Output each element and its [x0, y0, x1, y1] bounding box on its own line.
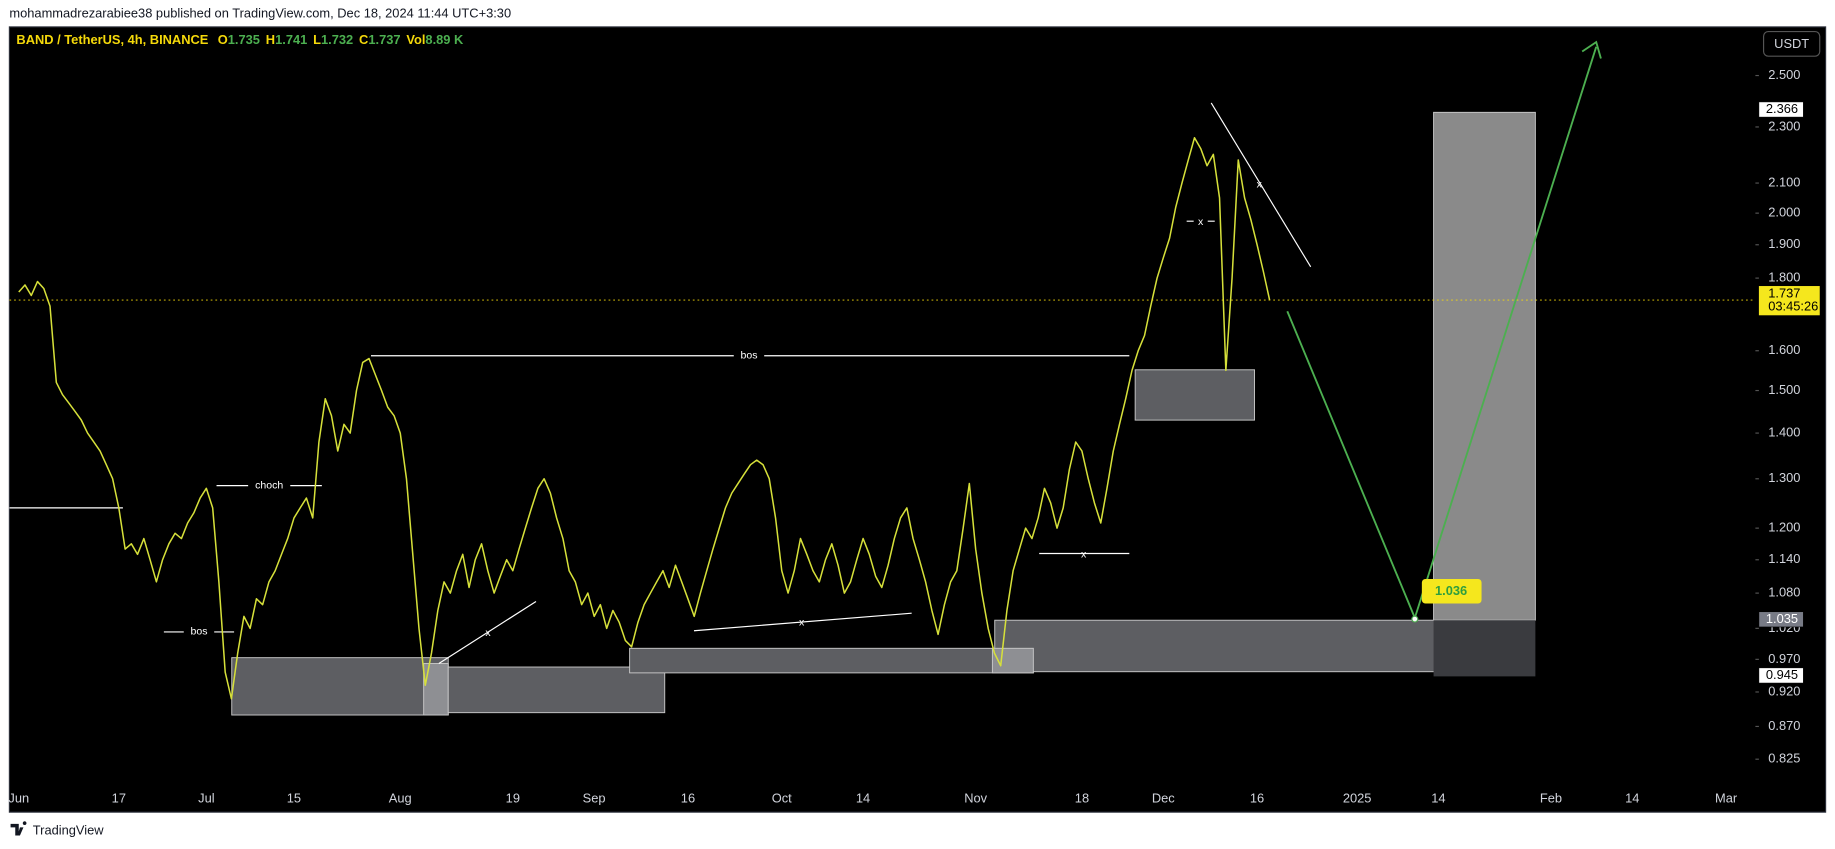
y-tick-label: 2.000 — [1768, 205, 1800, 220]
currency-button[interactable] — [1762, 31, 1821, 57]
legend-field-value: 1.732 — [321, 32, 353, 47]
projection-arrow — [1286, 310, 1416, 619]
target-dot — [1411, 615, 1419, 623]
y-tick-label: 1.900 — [1768, 236, 1800, 251]
zone-box — [991, 647, 1034, 674]
legend-field-label: Vol — [406, 32, 425, 47]
x-tick-label: 14 — [1625, 791, 1639, 806]
price-label: 2.366 — [1766, 101, 1798, 116]
y-tick-label: 2.100 — [1768, 174, 1800, 189]
drawings: choch bos bos x x x x x — [9, 102, 1536, 716]
price-label-box — [1758, 667, 1804, 684]
x-tick-label: 16 — [1250, 791, 1264, 806]
zone-box — [1134, 369, 1255, 421]
last-price-label: 1.737 — [1768, 286, 1800, 301]
price-line — [18, 136, 1271, 700]
x-tick-label: 15 — [287, 791, 301, 806]
label-bg — [733, 348, 765, 363]
trend-line — [1210, 102, 1312, 268]
x-tick-label: Jul — [198, 791, 214, 806]
y-tick-label: 0.825 — [1768, 751, 1800, 766]
footer-brand: TradingView — [33, 822, 104, 837]
trend-line — [693, 612, 912, 632]
x-tick-label: Feb — [1540, 791, 1562, 806]
legend-field-value: 1.737 — [368, 32, 400, 47]
legend-field-label: H — [266, 32, 275, 47]
last-price-box — [1758, 286, 1820, 316]
zone-box — [447, 666, 666, 714]
label-bg — [183, 624, 215, 639]
x-tick-label: 18 — [1075, 791, 1089, 806]
y-tick-label: 0.870 — [1768, 718, 1800, 733]
y-tick-label: 1.400 — [1768, 424, 1800, 439]
y-tick-label: 0.970 — [1768, 651, 1800, 666]
x-tick-label: 19 — [506, 791, 520, 806]
arrow-head — [1581, 40, 1602, 59]
price-label: 1.035 — [1766, 611, 1798, 626]
y-tick-label: 1.800 — [1768, 270, 1800, 285]
annotation: x — [1198, 216, 1204, 228]
x-tick-label: Oct — [772, 791, 792, 806]
projection-arrow — [1413, 46, 1598, 619]
x-tick-label: 14 — [856, 791, 870, 806]
y-tick-label: 1.600 — [1768, 342, 1800, 357]
projection — [1286, 40, 1602, 623]
annotation: x — [1081, 548, 1087, 560]
legend-field-value: 8.89 K — [425, 32, 464, 47]
y-tick-label: 1.140 — [1768, 551, 1800, 566]
annotation: choch — [255, 479, 283, 491]
y-tick-label: 0.920 — [1768, 683, 1800, 698]
legend-field-label: L — [313, 32, 321, 47]
y-tick-label: 1.200 — [1768, 520, 1800, 535]
target-label-box — [1421, 578, 1482, 604]
x-tick-label: Sep — [583, 791, 606, 806]
zone-box — [231, 657, 449, 716]
annotation: x — [799, 616, 805, 628]
price-label-box — [1758, 611, 1804, 628]
legend-field-value: 1.735 — [228, 32, 260, 47]
annotation: x — [485, 627, 491, 639]
stop-zone — [1433, 620, 1536, 677]
legend: BAND / TetherUS, 4h, BINANCE O1.735 H1.741… — [16, 32, 464, 47]
x-tick-label: 16 — [681, 791, 695, 806]
x-tick-label: Aug — [389, 791, 412, 806]
y-tick-label: 2.500 — [1768, 67, 1800, 82]
y-tick-label: 1.300 — [1768, 470, 1800, 485]
publish-header: mohammadrezarabiee38 published on Tradin… — [9, 5, 511, 20]
x-tick-label: 17 — [112, 791, 126, 806]
footer: TradingView — [10, 821, 104, 837]
target-zone — [1433, 111, 1536, 621]
x-tick-label: Dec — [1152, 791, 1175, 806]
annotation: x — [1257, 179, 1263, 191]
x-tick-label: Jun — [8, 791, 29, 806]
legend-symbol: BAND / TetherUS, 4h, BINANCE — [16, 32, 208, 47]
currency-label[interactable]: USDT — [1774, 36, 1809, 51]
series-layer — [18, 136, 1271, 700]
legend-field-label: O — [218, 32, 228, 47]
x-tick-label: Nov — [964, 791, 987, 806]
price-label-box — [1758, 101, 1804, 118]
target-label: 1.036 — [1435, 583, 1467, 598]
annotation: bos — [741, 350, 758, 362]
logo — [10, 821, 27, 836]
annotation: bos — [190, 626, 207, 638]
legend-field-label: C — [359, 32, 368, 47]
x-tick-label: 2025 — [1343, 791, 1372, 806]
label-bg — [1193, 214, 1208, 229]
y-tick-label: 1.500 — [1768, 382, 1800, 397]
price-label: 0.945 — [1766, 667, 1798, 682]
y-tick-label: 2.300 — [1768, 118, 1800, 133]
legend-field-value: 1.741 — [275, 32, 307, 47]
trend-line — [438, 601, 537, 665]
zone-box — [629, 647, 1034, 674]
x-tick-label: 14 — [1431, 791, 1445, 806]
y-tick-label: 1.080 — [1768, 585, 1800, 600]
zone-box — [994, 619, 1519, 673]
x-tick-label: Mar — [1715, 791, 1738, 806]
countdown-label: 03:45:26 — [1768, 299, 1818, 314]
label-bg — [248, 478, 291, 493]
